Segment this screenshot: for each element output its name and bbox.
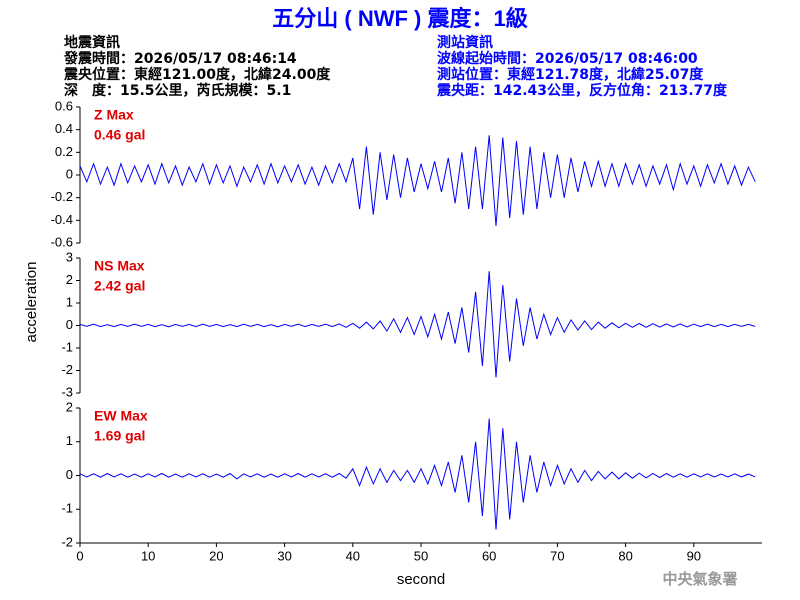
max-label: Z Max — [94, 107, 134, 123]
station-info: 測站資訊 — [437, 34, 493, 51]
y-tick-label: 2 — [66, 399, 73, 414]
y-tick-label: -0.6 — [51, 234, 73, 249]
y-tick-label: 0.6 — [55, 98, 73, 113]
y-tick-label: 1 — [66, 433, 73, 448]
x-tick-label: 70 — [550, 548, 564, 563]
max-label: 1.69 gal — [94, 428, 145, 444]
waveform — [79, 418, 756, 530]
station-info: 震央距：142.43公里，反方位角：213.77度 — [436, 82, 728, 99]
x-tick-label: 50 — [414, 548, 428, 563]
y-tick-label: 3 — [66, 249, 73, 264]
waveform — [79, 135, 756, 227]
chart-title: 五分山 ( NWF ) 震度：1級 — [272, 6, 527, 31]
max-label: 0.46 gal — [94, 127, 145, 143]
x-tick-label: 80 — [618, 548, 632, 563]
max-label: 2.42 gal — [94, 278, 145, 294]
x-tick-label: 10 — [141, 548, 155, 563]
max-label: EW Max — [94, 408, 148, 424]
waveform — [79, 271, 756, 378]
station-info: 測站位置：東經121.78度，北緯25.07度 — [437, 66, 704, 83]
event-info: 震央位置：東經121.00度，北緯24.00度 — [63, 66, 331, 83]
event-info: 發震時間：2026/05/17 08:46:14 — [63, 50, 297, 67]
y-tick-label: -3 — [61, 384, 73, 399]
x-tick-label: 20 — [209, 548, 223, 563]
x-tick-label: 30 — [277, 548, 291, 563]
station-info: 波線起始時間：2026/05/17 08:46:00 — [437, 50, 698, 67]
y-tick-label: 2 — [66, 272, 73, 287]
x-tick-label: 0 — [76, 548, 83, 563]
y-tick-label: -1 — [61, 501, 73, 516]
x-tick-label: 90 — [687, 548, 701, 563]
event-info: 地震資訊 — [64, 34, 120, 51]
x-axis-label: second — [397, 571, 445, 588]
y-tick-label: -0.2 — [51, 189, 73, 204]
x-tick-label: 40 — [346, 548, 360, 563]
y-tick-label: 0 — [66, 166, 73, 181]
x-tick-label: 60 — [482, 548, 496, 563]
max-label: NS Max — [94, 258, 145, 274]
y-tick-label: 1 — [66, 294, 73, 309]
y-tick-label: -2 — [61, 362, 73, 377]
y-tick-label: 0 — [66, 467, 73, 482]
y-tick-label: -0.4 — [51, 212, 73, 227]
y-tick-label: -2 — [61, 534, 73, 549]
event-info: 深 度：15.5公里，芮氏規模：5.1 — [64, 82, 291, 99]
y-tick-label: 0.4 — [55, 121, 73, 136]
y-axis-label: acceleration — [23, 262, 40, 343]
y-tick-label: -1 — [61, 339, 73, 354]
watermark: 中央氣象署 — [662, 570, 737, 588]
y-tick-label: 0 — [66, 317, 73, 332]
y-tick-label: 0.2 — [55, 144, 73, 159]
